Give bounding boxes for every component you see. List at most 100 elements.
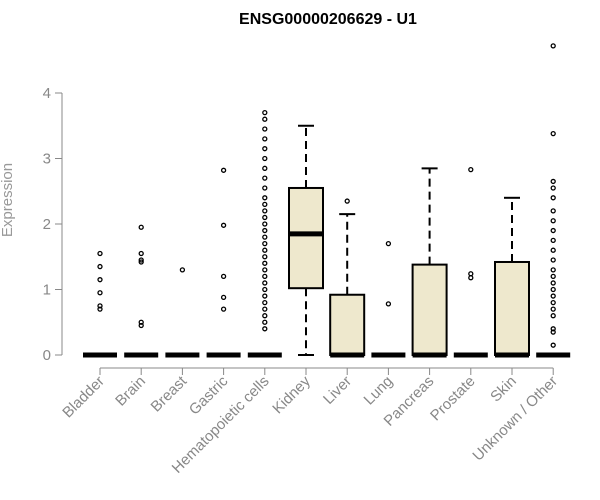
outlier-point bbox=[97, 306, 103, 312]
outlier-point bbox=[97, 277, 103, 283]
outlier-point bbox=[550, 293, 556, 299]
outlier-point bbox=[385, 240, 392, 247]
x-tick-label: Liver bbox=[320, 373, 355, 408]
outlier-point bbox=[550, 313, 556, 319]
outlier-point bbox=[138, 259, 144, 265]
outlier-point bbox=[550, 185, 556, 191]
outlier-point bbox=[138, 250, 144, 257]
box-group bbox=[165, 267, 200, 358]
outlier-point bbox=[262, 175, 268, 181]
y-tick-label: 4 bbox=[43, 85, 51, 102]
outlier-point bbox=[262, 326, 268, 332]
outlier-point bbox=[468, 166, 474, 173]
outlier-point bbox=[550, 306, 556, 312]
outlier-point bbox=[262, 286, 268, 293]
outlier-point bbox=[262, 146, 268, 152]
outlier-point bbox=[262, 240, 268, 247]
outlier-point bbox=[262, 185, 268, 191]
outlier-point bbox=[220, 306, 227, 312]
outlier-point bbox=[262, 293, 268, 299]
outlier-point bbox=[262, 273, 268, 280]
box-group bbox=[83, 250, 117, 358]
x-tick-label: Lung bbox=[361, 373, 397, 409]
outlier-point bbox=[262, 155, 268, 162]
outlier-point bbox=[550, 130, 556, 137]
outlier-point bbox=[344, 198, 350, 204]
y-tick-label: 2 bbox=[43, 216, 51, 233]
outlier-point bbox=[138, 224, 144, 230]
outlier-point bbox=[138, 322, 144, 329]
y-axis: 0 1 2 3 4 bbox=[43, 85, 63, 364]
y-tick-label: 1 bbox=[43, 282, 51, 299]
outlier-point bbox=[550, 195, 556, 201]
outlier-point bbox=[262, 110, 268, 116]
outlier-point bbox=[550, 267, 556, 273]
outlier-point bbox=[262, 260, 268, 266]
outlier-point bbox=[262, 214, 268, 221]
y-tick-label: 3 bbox=[43, 151, 51, 168]
outlier-point bbox=[262, 195, 268, 201]
boxes bbox=[83, 43, 571, 358]
outlier-point bbox=[262, 221, 268, 227]
outlier-point bbox=[550, 273, 556, 280]
outlier-point bbox=[262, 136, 268, 142]
outlier-point bbox=[220, 294, 227, 301]
outlier-point bbox=[97, 303, 103, 309]
outlier-point bbox=[262, 247, 268, 253]
x-tick-label: Prostate bbox=[427, 373, 479, 425]
box-group bbox=[124, 224, 159, 358]
y-axis-label: Expression bbox=[0, 163, 16, 237]
box-group bbox=[536, 43, 571, 358]
box-body bbox=[329, 293, 366, 356]
outlier-point bbox=[262, 201, 268, 208]
box-group bbox=[411, 167, 448, 358]
x-tick-label: Skin bbox=[487, 373, 520, 406]
box-group bbox=[494, 196, 530, 358]
outlier-point bbox=[550, 299, 556, 306]
outlier-point bbox=[262, 234, 268, 240]
outlier-point bbox=[220, 167, 227, 173]
outlier-point bbox=[262, 267, 268, 273]
outlier-point bbox=[262, 299, 268, 306]
chart-title: ENSG00000206629 - U1 bbox=[239, 11, 417, 28]
box-group bbox=[371, 240, 406, 358]
outlier-point bbox=[550, 286, 556, 293]
outlier-point bbox=[550, 342, 556, 348]
outlier-point bbox=[550, 237, 556, 244]
outlier-point bbox=[220, 273, 227, 280]
x-tick-label: Kidney bbox=[269, 372, 314, 417]
outlier-point bbox=[262, 280, 268, 286]
outlier-point bbox=[262, 116, 268, 122]
y-tick-label: 0 bbox=[43, 347, 51, 364]
outlier-point bbox=[262, 254, 268, 260]
outlier-point bbox=[138, 319, 144, 325]
outlier-point bbox=[262, 208, 268, 214]
box-group bbox=[329, 198, 366, 358]
box-group bbox=[453, 166, 488, 358]
outlier-point bbox=[550, 257, 556, 263]
outlier-point bbox=[385, 301, 392, 307]
outlier-point bbox=[468, 271, 474, 277]
x-tick-label: Breast bbox=[148, 372, 191, 415]
outlier-point bbox=[550, 178, 556, 185]
outlier-point bbox=[179, 267, 186, 273]
outlier-point bbox=[97, 250, 103, 257]
outlier-point bbox=[262, 227, 268, 234]
outlier-point bbox=[262, 319, 268, 325]
outlier-point bbox=[550, 326, 556, 332]
box-group bbox=[288, 124, 324, 356]
outlier-point bbox=[550, 43, 556, 49]
box-body bbox=[494, 260, 530, 356]
outlier-point bbox=[262, 306, 268, 312]
outlier-point bbox=[550, 247, 556, 253]
box-body bbox=[411, 263, 448, 356]
outlier-point bbox=[262, 313, 268, 319]
outlier-point bbox=[138, 257, 144, 263]
outlier-point bbox=[550, 329, 556, 335]
box-group bbox=[206, 167, 241, 358]
box-body bbox=[288, 186, 324, 290]
outlier-point bbox=[550, 218, 556, 224]
outlier-point bbox=[220, 222, 227, 228]
